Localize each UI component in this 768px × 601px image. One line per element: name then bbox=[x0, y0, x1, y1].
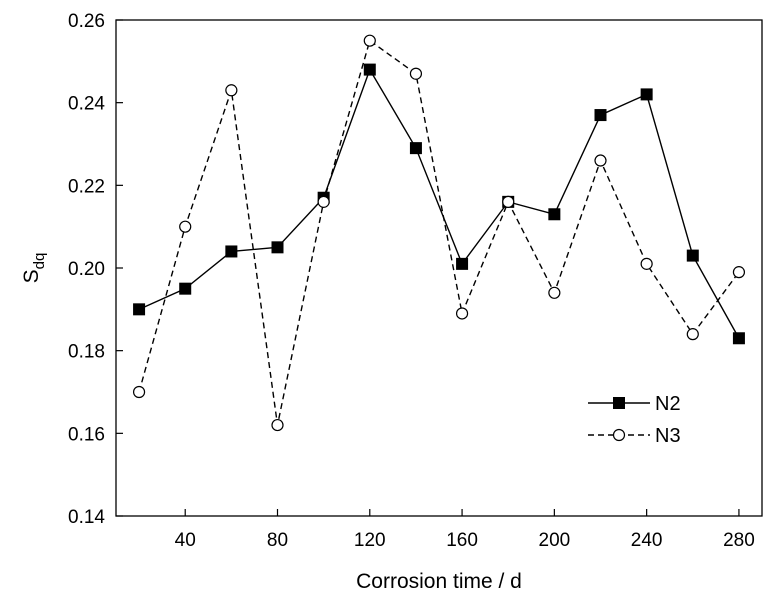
data-point-n2 bbox=[225, 245, 238, 258]
data-point-n3 bbox=[409, 67, 423, 80]
data-point-n3 bbox=[363, 34, 376, 47]
series-n2 bbox=[133, 63, 745, 345]
y-tick-label: 0.24 bbox=[68, 94, 105, 115]
data-point-n2 bbox=[686, 249, 699, 262]
data-point-n2 bbox=[271, 241, 284, 254]
series-layer bbox=[132, 34, 746, 432]
legend-marker-n3 bbox=[612, 428, 626, 442]
x-tick-label: 120 bbox=[354, 530, 386, 551]
data-point-n2 bbox=[732, 332, 745, 345]
y-tick-label: 0.18 bbox=[68, 342, 105, 363]
legend-label-n3: N3 bbox=[655, 425, 681, 447]
data-point-n3 bbox=[179, 220, 192, 233]
data-point-n2 bbox=[409, 142, 422, 155]
series-line-n3 bbox=[138, 39, 740, 426]
data-point-n2 bbox=[456, 257, 469, 270]
data-point-n2 bbox=[179, 282, 192, 295]
data-point-n3 bbox=[455, 307, 469, 320]
x-tick-label: 80 bbox=[267, 530, 288, 551]
legend-entry-n3: N3 bbox=[588, 425, 681, 447]
data-point-n3 bbox=[686, 328, 699, 341]
legend-label-n2: N2 bbox=[655, 393, 681, 415]
data-point-n3 bbox=[271, 418, 284, 432]
y-tick-label: 0.14 bbox=[68, 507, 105, 528]
series-n3 bbox=[132, 34, 746, 432]
y-axis-title: Sdq bbox=[20, 253, 48, 284]
y-tick-label: 0.20 bbox=[68, 259, 105, 280]
data-point-n3 bbox=[317, 195, 330, 208]
y-tick-label: 0.22 bbox=[68, 176, 105, 197]
data-point-n2 bbox=[594, 109, 607, 122]
x-tick-label: 40 bbox=[175, 530, 196, 551]
y-tick-label: 0.16 bbox=[68, 424, 105, 445]
series-line-n2 bbox=[138, 67, 740, 339]
data-point-n3 bbox=[594, 154, 607, 167]
y-tick-label: 0.26 bbox=[68, 11, 105, 32]
data-point-n3 bbox=[640, 257, 653, 270]
x-tick-label: 200 bbox=[539, 530, 571, 551]
legend-marker-n2 bbox=[613, 397, 625, 409]
data-point-n3 bbox=[132, 385, 146, 399]
data-point-n3 bbox=[502, 195, 515, 208]
data-point-n2 bbox=[640, 88, 653, 101]
data-point-n2 bbox=[133, 303, 146, 316]
data-point-n2 bbox=[548, 208, 561, 221]
x-tick-label: 160 bbox=[446, 530, 478, 551]
y-axis-title-subscript: dq bbox=[31, 253, 48, 270]
axis-ticks: 40 80 120 160 200 240 280 0.14 0.16 0.18 0.20 0.22 0… bbox=[68, 11, 755, 551]
x-tick-label: 280 bbox=[723, 530, 755, 551]
x-tick-label: 240 bbox=[631, 530, 663, 551]
x-axis-title: Corrosion time / d bbox=[356, 570, 522, 593]
data-point-n3 bbox=[548, 286, 561, 299]
data-point-n2 bbox=[363, 63, 376, 76]
data-point-n3 bbox=[225, 84, 238, 97]
y-axis-title-main: S bbox=[20, 269, 43, 283]
data-point-n3 bbox=[732, 266, 746, 279]
legend-entry-n2: N2 bbox=[588, 393, 681, 415]
